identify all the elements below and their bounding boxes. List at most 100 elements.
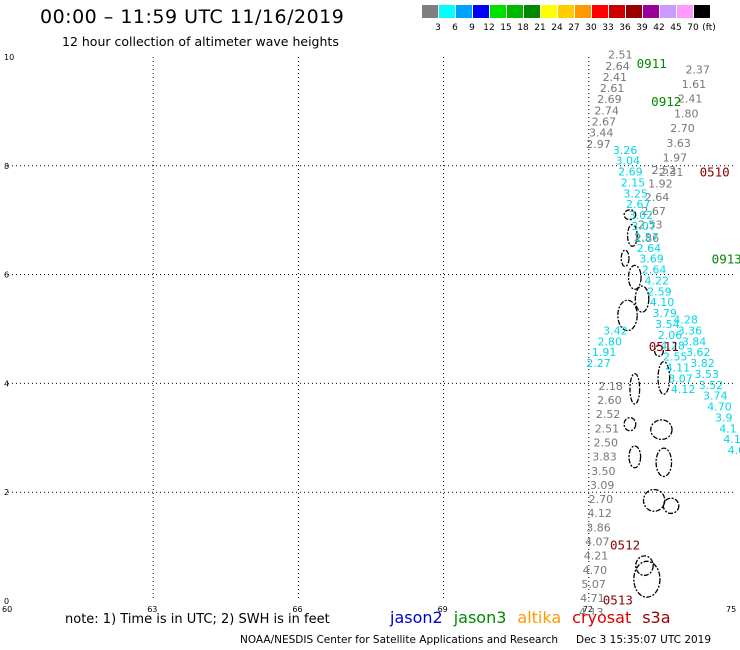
wave-height-value: 1.91: [592, 346, 617, 359]
scale-label: 33: [602, 23, 614, 33]
note-text: note: 1) Time is in UTC; 2) SWH is in fe…: [65, 612, 330, 627]
wave-height-value: 2.70: [589, 493, 614, 506]
scale-label: 15: [500, 23, 512, 33]
lon-tick-label: 66: [292, 605, 302, 614]
pass-time-label: 0512: [610, 537, 640, 552]
island-outline: [623, 209, 637, 221]
lon-tick-label: 69: [438, 605, 448, 614]
satellite-jason2: jason2: [390, 608, 443, 627]
satellite-legend: jason2 jason3 altika cryosat s3a: [390, 608, 682, 627]
wave-height-value: 2.97: [586, 138, 611, 151]
wave-height-value: 2.64: [637, 242, 662, 255]
lon-tick-label: 75: [726, 605, 736, 614]
footer-credit: NOAA/NESDIS Center for Satellite Applica…: [240, 634, 558, 646]
island-outline: [623, 417, 637, 432]
scale-label: 6: [452, 23, 458, 33]
scale-label: 42: [653, 23, 665, 33]
wave-height-value: 2.18: [598, 380, 623, 393]
wave-height-value: 3.79: [652, 307, 677, 320]
wave-height-value: 4.10: [650, 296, 675, 309]
island-outline: [650, 419, 673, 441]
scale-label: 27: [568, 23, 580, 33]
island-outline: [653, 344, 664, 357]
wave-height-value: 4.1: [719, 422, 737, 435]
wave-height-value: 4.0: [728, 444, 740, 457]
island-outline: [634, 285, 650, 313]
wave-height-value: 3.74: [703, 390, 728, 403]
wave-height-value: 4.11: [666, 361, 691, 374]
wave-height-value: 4.28: [660, 340, 685, 353]
scale-swatch: [643, 5, 659, 18]
footer-timestamp: Dec 3 15:35:07 UTC 2019: [576, 634, 712, 646]
island-outline: [620, 249, 630, 268]
scale-label: 39: [636, 23, 648, 33]
wave-height-value: 4.12: [671, 383, 696, 396]
pass-time-label: 0511: [649, 339, 679, 354]
island-outline: [655, 447, 673, 478]
scale-swatch: [507, 5, 523, 18]
wave-height-value: 2.74: [594, 104, 619, 117]
scale-swatch: [694, 5, 710, 18]
wave-height-value: 2.80: [598, 335, 623, 348]
wave-height-value: 3.52: [699, 379, 724, 392]
scale-label: 3: [435, 23, 441, 33]
island-outline: [626, 223, 638, 247]
scale-swatch: [609, 5, 625, 18]
lat-tick-label: 0: [4, 597, 9, 606]
satellite-altika: altika: [517, 608, 562, 627]
wave-height-value: 2.67: [626, 198, 651, 211]
wave-height-value: 3.42: [603, 324, 628, 337]
scale-swatch: [439, 5, 455, 18]
wave-height-value: 3.63: [666, 137, 691, 150]
wave-height-value: 2.86: [635, 232, 660, 245]
lat-tick-label: 10: [4, 53, 14, 62]
wave-height-value: 3.07: [631, 220, 656, 233]
wave-height-value: 2.41: [678, 93, 703, 106]
wave-height-value: 4.21: [584, 550, 609, 563]
lat-tick-label: 4: [4, 379, 9, 388]
wave-height-value: 3.36: [678, 324, 703, 337]
satellite-jason3: jason3: [453, 608, 507, 627]
wave-height-value: 1.80: [674, 107, 699, 120]
wave-height-value: 2.69: [597, 93, 622, 106]
wave-height-value: 4.1: [723, 433, 740, 446]
scale-label: 24: [551, 23, 563, 33]
wave-height-value: 2.15: [621, 176, 646, 189]
wave-height-value: 3.82: [690, 357, 715, 370]
wave-height-value: 1.61: [682, 78, 707, 91]
wave-height-value: 4.71: [580, 592, 605, 605]
lat-tick-label: 2: [4, 488, 9, 497]
scale-swatch: [626, 5, 642, 18]
island-outline: [617, 299, 638, 332]
wave-height-value: 4.13: [579, 606, 604, 619]
scale-swatch: [592, 5, 608, 18]
wave-height-value: 2.51: [595, 422, 620, 435]
scale-label: 36: [619, 23, 631, 33]
wave-height-value: 3.25: [623, 187, 648, 200]
wave-height-value: 3.83: [592, 451, 617, 464]
pass-time-label: 0912: [651, 94, 681, 109]
wave-height-value: 3.50: [591, 465, 616, 478]
pass-time-label: 0510: [700, 165, 730, 180]
island-outline: [662, 497, 680, 515]
island-outline: [629, 372, 641, 405]
island-outline: [635, 555, 654, 577]
wave-height-value: 4.70: [707, 401, 732, 414]
wave-height-value: 3.62: [686, 346, 711, 359]
wave-height-value: 1.97: [663, 151, 688, 164]
island-outline: [642, 488, 666, 512]
wave-height-value: 3.53: [695, 368, 720, 381]
wave-height-value: 2.52: [652, 164, 677, 177]
wave-height-value: 2.57: [634, 231, 659, 244]
pass-time-label: 0513: [603, 592, 633, 607]
wave-height-value: 3.9: [715, 411, 733, 424]
wave-height-value: 3.09: [590, 479, 615, 492]
wave-height-value: 3.07: [668, 372, 693, 385]
scale-swatch: [677, 5, 693, 18]
scale-swatch: [575, 5, 591, 18]
scale-swatch: [660, 5, 676, 18]
wave-height-value: 3.69: [639, 253, 664, 266]
wave-height-value: 2.64: [605, 60, 630, 73]
scale-swatch: [524, 5, 540, 18]
